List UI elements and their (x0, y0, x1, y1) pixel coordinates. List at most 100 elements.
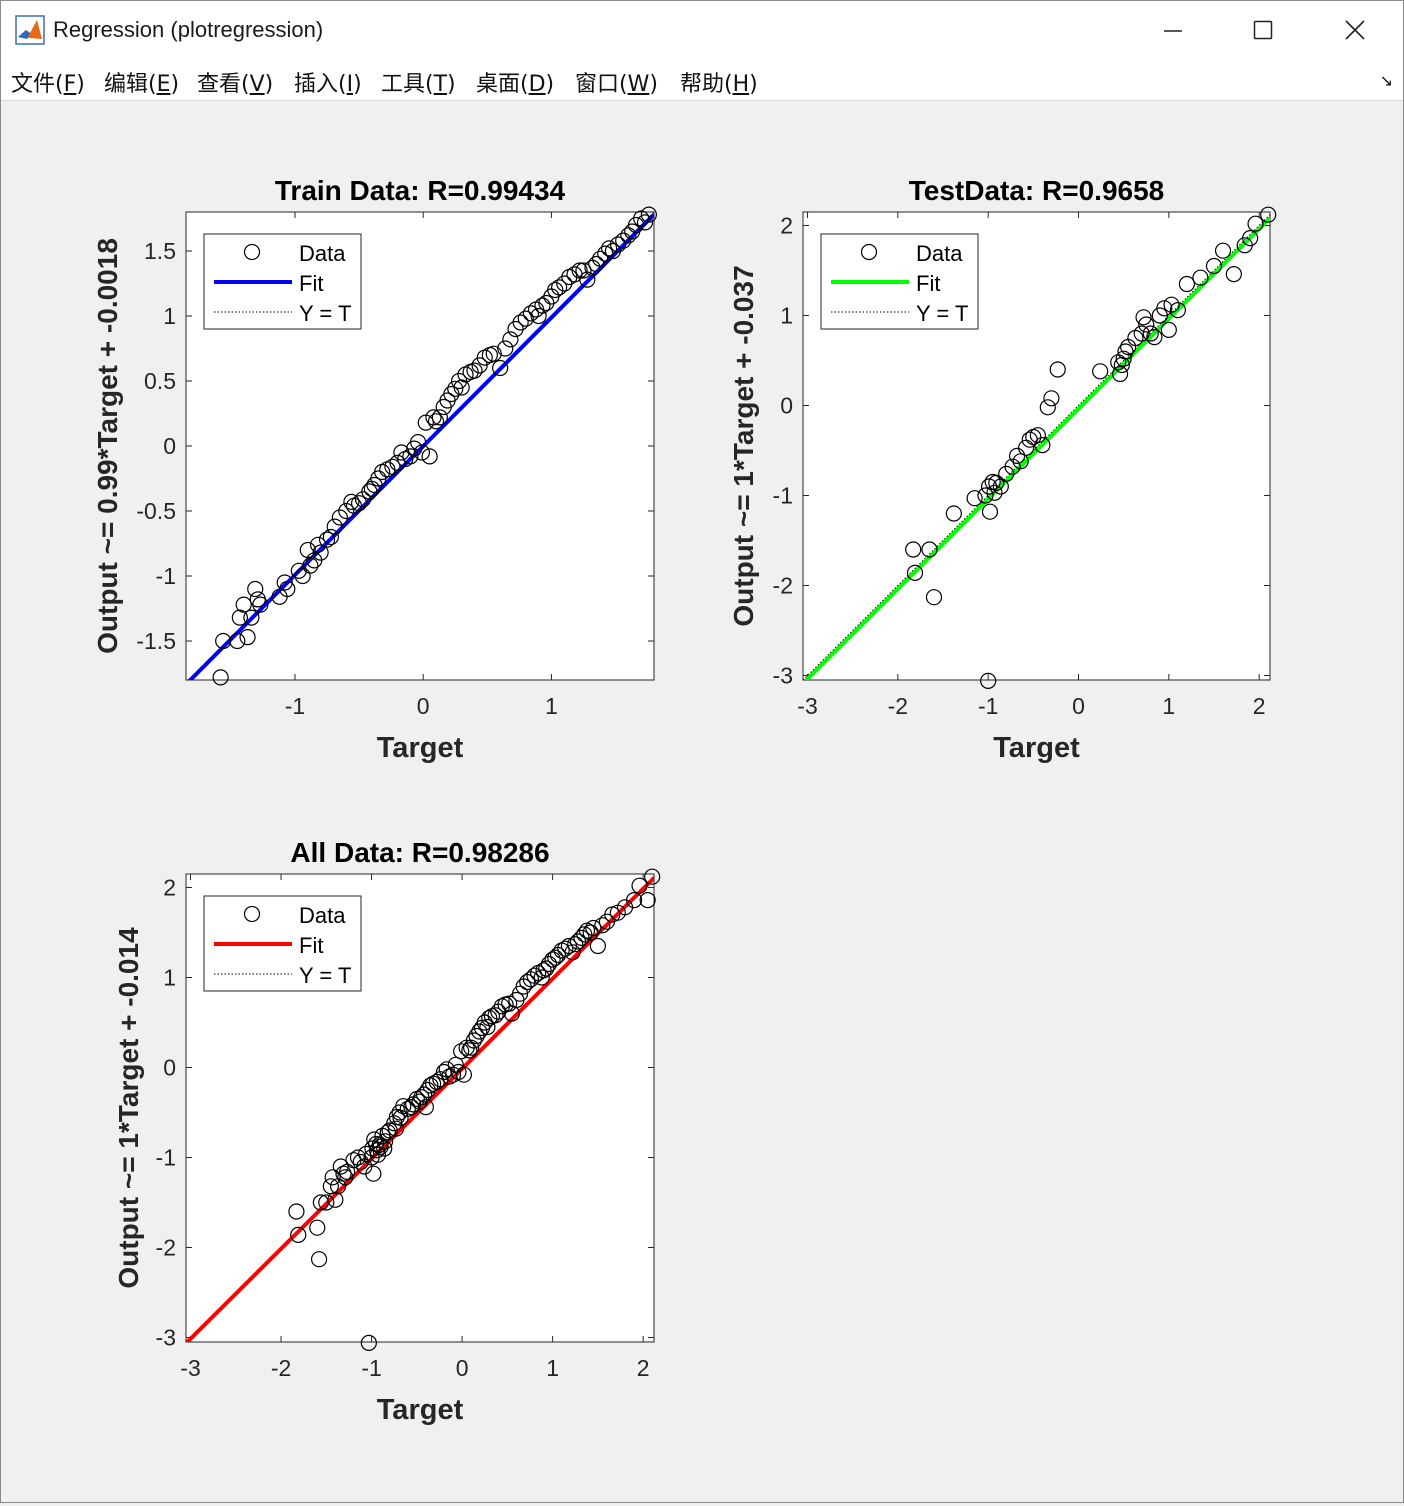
train-y-tick-label: -1.5 (136, 628, 176, 654)
test-data-point (1043, 390, 1060, 407)
menu-help-key: H (732, 72, 750, 97)
menu-view-key: V (249, 72, 265, 97)
test-legend-entry: Fit (916, 271, 940, 296)
all-data-point (576, 926, 593, 943)
menu-view-label: 查看( (197, 72, 250, 97)
test-data-point (1115, 350, 1132, 367)
all-data-point (567, 936, 584, 953)
menu-tools-label: 工具( (381, 72, 434, 97)
train-data-point (247, 580, 264, 598)
test-data-point (1039, 399, 1056, 416)
maximize-button[interactable] (1217, 1, 1309, 59)
train-data-point (627, 216, 645, 234)
all-x-tick-label: 0 (456, 1355, 469, 1381)
minimize-button[interactable] (1127, 1, 1219, 59)
all-fit-line (186, 876, 654, 1342)
all-data-point (631, 877, 648, 894)
train-data-point (276, 574, 293, 591)
test-data-point (1163, 296, 1180, 313)
all-data-point (395, 1098, 412, 1115)
test-data-point (1138, 316, 1155, 333)
dock-arrow-icon[interactable]: ↘ (1379, 71, 1393, 90)
all-chart-title: All Data: R=0.98286 (290, 837, 549, 868)
all-data-point (564, 944, 581, 961)
test-data-point (980, 478, 998, 495)
train-data-point (551, 279, 568, 296)
menu-edit-label: 编辑( (104, 72, 157, 97)
train-data-point (522, 305, 540, 322)
train-data-point (402, 448, 419, 465)
all-data-point (335, 1165, 352, 1182)
all-data-point (415, 1086, 433, 1103)
test-data-point (1117, 343, 1134, 360)
train-data-point (556, 275, 573, 292)
test-data-point (980, 672, 997, 690)
train-data-point (235, 596, 252, 613)
train-data-point (451, 372, 468, 390)
train-chart-title: Train Data: R=0.99434 (275, 175, 566, 206)
test-legend-entry: Data (916, 241, 963, 266)
plot-area: -1 0 1 -1.5 -1 -0.5 0 0.5 1 1.5 Train Data: R=0.99… (92, 175, 1277, 1426)
train-data-point (212, 669, 229, 686)
all-x-tick-label: 1 (546, 1355, 559, 1381)
test-data-point (981, 503, 999, 520)
minimize-icon (1164, 30, 1182, 32)
test-x-tick-label: 1 (1162, 693, 1175, 719)
all-data-point (288, 1203, 305, 1220)
test-data-point (1242, 230, 1259, 247)
test-chart: -3 -2 -1 0 1 2 -3 -2 -1 0 1 2 TestData: R=0.9658 Targ… (728, 175, 1277, 764)
train-x-tick-label: -1 (285, 693, 305, 719)
train-legend-entry: Fit (299, 271, 323, 296)
test-x-tick-label: -2 (888, 693, 908, 719)
menu-desktop[interactable]: 桌面(D) (476, 66, 554, 98)
train-data-point (279, 580, 296, 598)
menu-tools[interactable]: 工具(T) (381, 66, 456, 98)
title-bar[interactable]: Regression (plotregression) (1, 1, 1403, 59)
menu-file-label: 文件( (11, 72, 64, 97)
test-data-point (1225, 266, 1242, 283)
all-data-point (585, 919, 602, 937)
train-data-point (421, 448, 438, 465)
train-x-tick-label: 1 (545, 693, 558, 719)
all-data-point (625, 891, 643, 909)
train-data-point (609, 236, 627, 253)
menu-edit[interactable]: 编辑(E) (104, 66, 179, 98)
test-y-tick-label: 2 (780, 213, 793, 239)
menu-window[interactable]: 窗口(W) (575, 66, 658, 98)
menu-desktop-label: 桌面( (476, 72, 529, 97)
train-data-point (290, 562, 307, 579)
train-data-point (485, 345, 502, 362)
train-data-point (517, 310, 534, 327)
test-data-point (1160, 321, 1177, 338)
all-data-point (365, 1165, 382, 1182)
test-data-point (1146, 329, 1163, 346)
train-data-point (243, 609, 260, 626)
menu-insert-key: I (346, 72, 354, 97)
menu-help[interactable]: 帮助(H) (680, 66, 758, 98)
train-data-point (409, 434, 427, 451)
test-data-point (966, 490, 983, 507)
all-data-point (360, 1334, 377, 1352)
menu-file-close: ) (76, 72, 85, 97)
train-data-point (350, 495, 368, 512)
test-x-tick-label: 0 (1072, 693, 1085, 719)
all-data-point (453, 1043, 470, 1060)
test-y-tick-label: -1 (773, 483, 793, 509)
test-data-point (1133, 325, 1150, 342)
train-data-point (497, 340, 514, 357)
train-chart: -1 0 1 -1.5 -1 -0.5 0 0.5 1 1.5 Train Data: R=0.99… (92, 175, 657, 764)
all-data-point (540, 955, 558, 973)
menu-view[interactable]: 查看(V) (197, 66, 273, 98)
menu-insert[interactable]: 插入(I) (294, 66, 362, 98)
menu-file[interactable]: 文件(F) (11, 66, 85, 98)
close-button[interactable] (1309, 1, 1401, 59)
train-data-point (384, 458, 401, 475)
train-data-point (492, 359, 509, 377)
test-chart-title: TestData: R=0.9658 (909, 175, 1165, 206)
all-data-point (501, 995, 518, 1012)
all-legend-data-marker (243, 905, 261, 923)
all-data-point (544, 951, 561, 968)
test-data-point (988, 474, 1005, 491)
menu-desktop-close: ) (545, 72, 555, 97)
